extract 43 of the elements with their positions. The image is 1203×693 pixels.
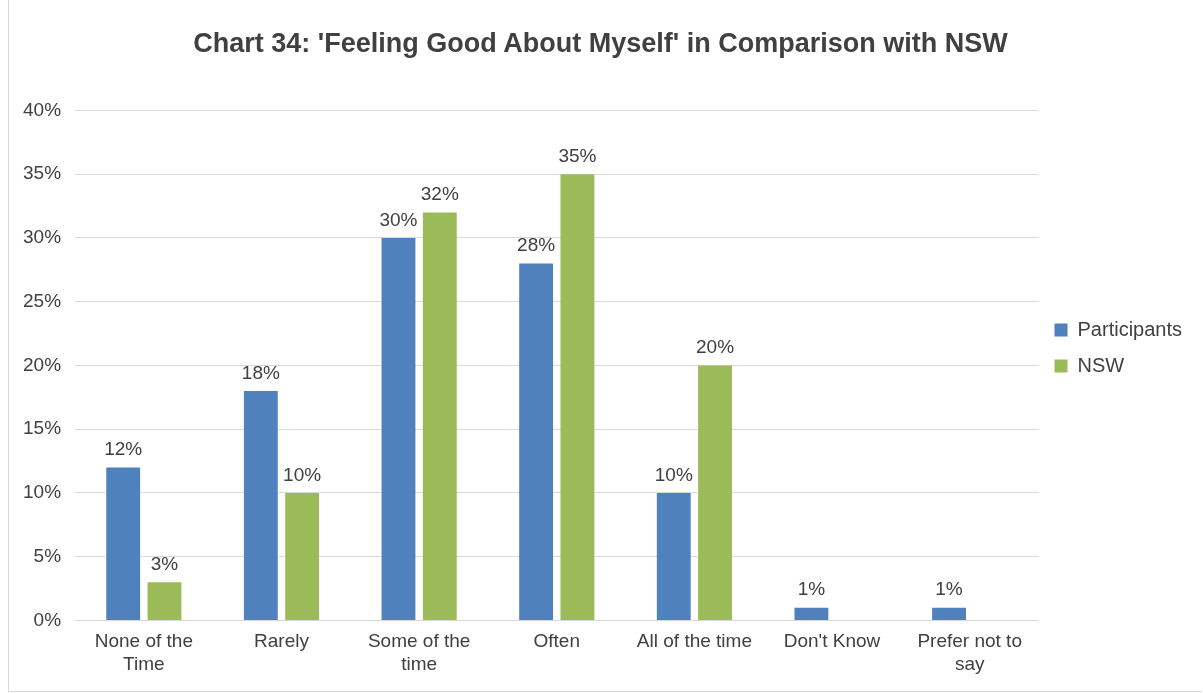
data-label: 20% <box>696 336 735 358</box>
x-tick-label: Some of the time <box>367 630 471 674</box>
y-tick-label: 25% <box>23 289 62 311</box>
bar <box>422 212 457 620</box>
y-tick-label: 30% <box>23 226 62 248</box>
x-tick-label: All of the time <box>636 630 752 652</box>
data-label: 10% <box>283 463 322 485</box>
legend-label: NSW <box>1077 353 1125 376</box>
data-label: 1% <box>935 578 963 600</box>
bar <box>794 607 829 620</box>
data-label: 3% <box>150 552 179 574</box>
data-label: 35% <box>558 144 597 166</box>
x-tick-label: Often <box>533 630 581 652</box>
y-tick-label: 20% <box>23 353 62 375</box>
data-label: 1% <box>797 578 826 600</box>
y-tick-label: 0% <box>33 608 62 630</box>
y-tick-label: 35% <box>23 162 62 184</box>
legend-label: Participants <box>1077 317 1183 340</box>
bar <box>106 467 141 620</box>
bar <box>285 492 320 620</box>
bar <box>519 263 554 620</box>
y-tick-label: 10% <box>23 481 62 503</box>
data-label: 32% <box>420 183 459 205</box>
data-label: 18% <box>241 361 280 383</box>
y-tick-label: 15% <box>23 417 62 439</box>
data-label: 12% <box>104 438 143 460</box>
bar <box>698 365 732 620</box>
data-label: 10% <box>654 463 693 485</box>
bar <box>656 492 691 620</box>
bar <box>932 607 966 620</box>
y-tick-label: 5% <box>33 544 62 566</box>
chart-title: Chart 34: 'Feeling Good About Myself' in Comparison with NSW <box>193 27 1009 58</box>
x-tick-label: Rarely <box>254 630 310 652</box>
data-label: 28% <box>517 234 556 256</box>
bar <box>147 582 182 620</box>
bar <box>243 390 278 620</box>
data-label: 30% <box>379 208 418 230</box>
x-tick-label: Don't Know <box>783 630 881 652</box>
x-tick-label: Prefer not to say <box>917 630 1022 674</box>
bar <box>560 174 595 620</box>
y-tick-label: 40% <box>23 98 62 120</box>
x-tick-label: None of the Time <box>94 630 193 674</box>
bar <box>381 237 416 620</box>
